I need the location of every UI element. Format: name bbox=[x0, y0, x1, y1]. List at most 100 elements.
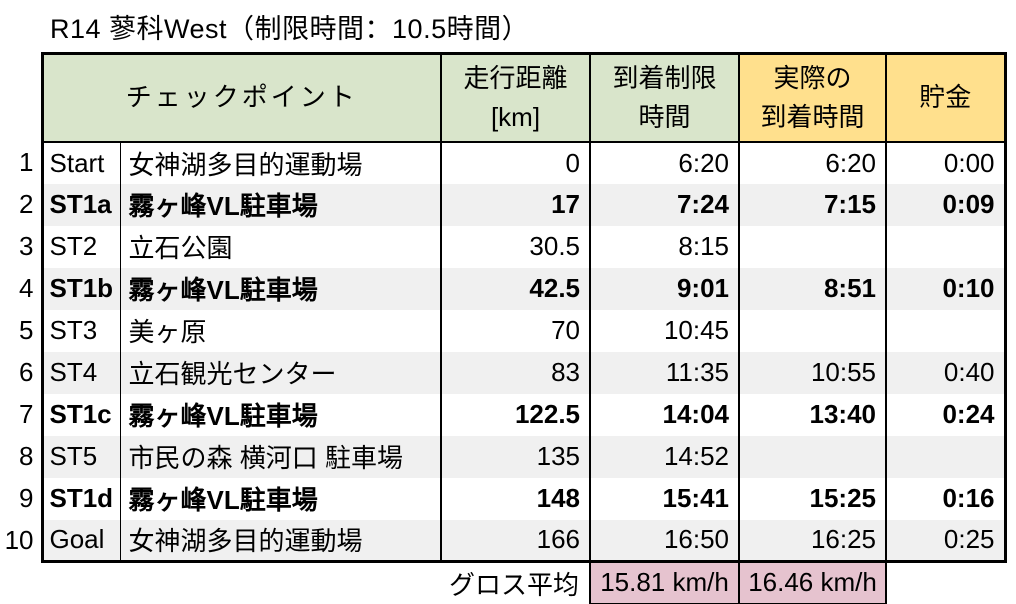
cell-actual-arrival bbox=[739, 435, 888, 478]
cell-distance: 148 bbox=[441, 477, 592, 520]
cell-actual-arrival bbox=[739, 225, 888, 268]
cell-distance: 122.5 bbox=[441, 393, 592, 436]
cell-checkpoint-code: ST3 bbox=[40, 309, 121, 352]
table-footer: グロス平均 15.81 km/h 16.46 km/h bbox=[0, 560, 1005, 604]
cell-savings bbox=[886, 435, 1007, 478]
table-row: 10 Goal 女神湖多目的運動場 166 16:50 16:25 0:25 bbox=[0, 519, 1007, 563]
footer-spacer bbox=[886, 562, 1005, 604]
cell-savings: 0:16 bbox=[886, 477, 1007, 520]
gross-average-limit-value: 15.81 km/h bbox=[589, 560, 741, 604]
cell-arrival-limit: 16:50 bbox=[590, 519, 741, 563]
cell-row-number: 8 bbox=[0, 435, 42, 478]
header-checkpoint: チェックポイント bbox=[40, 52, 443, 143]
cell-distance: 0 bbox=[441, 141, 592, 184]
header-savings: 貯金 bbox=[885, 52, 1007, 143]
cell-checkpoint-code: ST4 bbox=[40, 351, 121, 394]
header-distance: 走行距離 [km] bbox=[440, 52, 592, 143]
cell-checkpoint-name: 霧ヶ峰VL駐車場 bbox=[120, 183, 443, 226]
table-header: チェックポイント 走行距離 [km] 到着制限 時間 実際の 到着時間 貯金 bbox=[0, 52, 1007, 143]
table-body: 1 Start 女神湖多目的運動場 0 6:20 6:20 0:00 2 ST1… bbox=[0, 141, 1007, 563]
cell-distance: 42.5 bbox=[441, 267, 592, 310]
cell-checkpoint-code: ST1d bbox=[40, 477, 121, 520]
cell-checkpoint-code: Goal bbox=[40, 519, 121, 563]
cell-checkpoint-name: 女神湖多目的運動場 bbox=[120, 141, 443, 184]
cell-row-number: 1 bbox=[0, 141, 42, 184]
header-distance-line2: [km] bbox=[490, 101, 541, 132]
cell-actual-arrival bbox=[739, 309, 888, 352]
cell-arrival-limit: 8:15 bbox=[590, 225, 741, 268]
cell-distance: 30.5 bbox=[441, 225, 592, 268]
footer-spacer bbox=[0, 562, 441, 604]
gross-average-row: グロス平均 15.81 km/h 16.46 km/h bbox=[0, 560, 1005, 604]
table-row: 3 ST2 立石公園 30.5 8:15 bbox=[0, 225, 1007, 268]
cell-checkpoint-code: ST1c bbox=[40, 393, 121, 436]
cell-distance: 166 bbox=[441, 519, 592, 563]
table-row: 6 ST4 立石観光センター 83 11:35 10:55 0:40 bbox=[0, 351, 1007, 394]
cell-checkpoint-name: 霧ヶ峰VL駐車場 bbox=[120, 477, 443, 520]
cell-row-number: 6 bbox=[0, 351, 42, 394]
cell-checkpoint-name: 美ヶ原 bbox=[120, 309, 443, 352]
table-row: 2 ST1a 霧ヶ峰VL駐車場 17 7:24 7:15 0:09 bbox=[0, 183, 1007, 226]
cell-savings bbox=[886, 225, 1007, 268]
cell-row-number: 4 bbox=[0, 267, 42, 310]
cell-row-number: 10 bbox=[0, 519, 42, 562]
cell-savings: 0:00 bbox=[886, 141, 1007, 184]
cell-arrival-limit: 15:41 bbox=[590, 477, 741, 520]
page-title: R14 蓼科West（制限時間：10.5時間） bbox=[50, 14, 530, 44]
table-row: 4 ST1b 霧ヶ峰VL駐車場 42.5 9:01 8:51 0:10 bbox=[0, 267, 1007, 310]
cell-actual-arrival: 15:25 bbox=[739, 477, 888, 520]
cell-savings: 0:09 bbox=[886, 183, 1007, 226]
cell-checkpoint-code: Start bbox=[40, 141, 121, 184]
cell-row-number: 7 bbox=[0, 393, 42, 436]
header-actual-arrival-line2: 到着時間 bbox=[760, 101, 865, 132]
cell-arrival-limit: 14:52 bbox=[590, 435, 741, 478]
gross-average-label: グロス平均 bbox=[449, 569, 580, 600]
cell-actual-arrival: 16:25 bbox=[739, 519, 888, 563]
header-arrival-limit: 到着制限 時間 bbox=[589, 52, 741, 143]
cell-arrival-limit: 11:35 bbox=[590, 351, 741, 394]
cell-arrival-limit: 6:20 bbox=[590, 141, 741, 184]
header-actual-arrival: 実際の 到着時間 bbox=[738, 52, 888, 143]
cell-checkpoint-name: 立石観光センター bbox=[120, 351, 443, 394]
cell-row-number: 3 bbox=[0, 225, 42, 268]
header-actual-arrival-line1: 実際の bbox=[773, 62, 852, 93]
cell-savings bbox=[886, 309, 1007, 352]
checkpoint-table: チェックポイント 走行距離 [km] 到着制限 時間 実際の 到着時間 貯金 1 bbox=[0, 52, 1007, 604]
cell-checkpoint-name: 霧ヶ峰VL駐車場 bbox=[120, 267, 443, 310]
header-arrival-limit-line1: 到着制限 bbox=[612, 62, 717, 93]
cell-row-number: 5 bbox=[0, 309, 42, 352]
cell-actual-arrival: 8:51 bbox=[739, 267, 888, 310]
cell-savings: 0:10 bbox=[886, 267, 1007, 310]
cell-row-number: 9 bbox=[0, 477, 42, 520]
gross-average-actual-value: 16.46 km/h bbox=[738, 560, 888, 604]
cell-checkpoint-code: ST5 bbox=[40, 435, 121, 478]
cell-distance: 70 bbox=[441, 309, 592, 352]
cell-actual-arrival: 10:55 bbox=[739, 351, 888, 394]
cell-actual-arrival: 6:20 bbox=[739, 141, 888, 184]
cell-distance: 83 bbox=[441, 351, 592, 394]
cell-savings: 0:40 bbox=[886, 351, 1007, 394]
cell-checkpoint-name: 女神湖多目的運動場 bbox=[120, 519, 443, 563]
cell-actual-arrival: 7:15 bbox=[739, 183, 888, 226]
cell-distance: 135 bbox=[441, 435, 592, 478]
header-arrival-limit-line2: 時間 bbox=[638, 101, 691, 132]
cell-checkpoint-code: ST1b bbox=[40, 267, 121, 310]
table-row: 9 ST1d 霧ヶ峰VL駐車場 148 15:41 15:25 0:16 bbox=[0, 477, 1007, 520]
cell-checkpoint-name: 霧ヶ峰VL駐車場 bbox=[120, 393, 443, 436]
cell-checkpoint-code: ST2 bbox=[40, 225, 121, 268]
cell-arrival-limit: 7:24 bbox=[590, 183, 741, 226]
header-row-number-spacer bbox=[0, 53, 42, 142]
table-row: 5 ST3 美ヶ原 70 10:45 bbox=[0, 309, 1007, 352]
table-row: 8 ST5 市民の森 横河口 駐車場 135 14:52 bbox=[0, 435, 1007, 478]
table-row: 1 Start 女神湖多目的運動場 0 6:20 6:20 0:00 bbox=[0, 141, 1007, 184]
table-row: 7 ST1c 霧ヶ峰VL駐車場 122.5 14:04 13:40 0:24 bbox=[0, 393, 1007, 436]
cell-actual-arrival: 13:40 bbox=[739, 393, 888, 436]
cell-savings: 0:25 bbox=[886, 519, 1007, 563]
cell-row-number: 2 bbox=[0, 183, 42, 226]
cell-checkpoint-name: 立石公園 bbox=[120, 225, 443, 268]
cell-checkpoint-name: 市民の森 横河口 駐車場 bbox=[120, 435, 443, 478]
header-distance-line1: 走行距離 bbox=[463, 62, 568, 93]
cell-arrival-limit: 9:01 bbox=[590, 267, 741, 310]
cell-arrival-limit: 10:45 bbox=[590, 309, 741, 352]
